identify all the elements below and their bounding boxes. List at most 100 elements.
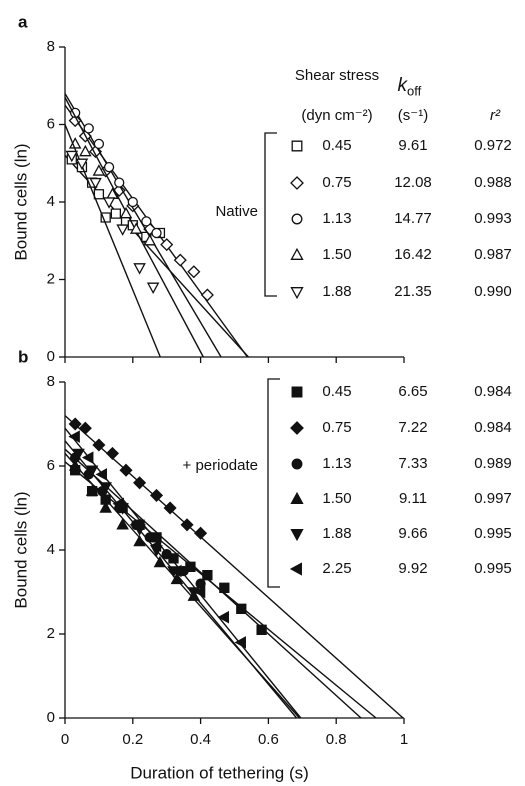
panel-label: b: [18, 347, 28, 366]
y-axis-label: Bound cells (ln): [11, 491, 30, 608]
table-koff: 6.65: [398, 383, 427, 400]
data-point: [133, 476, 147, 490]
data-point: [85, 465, 99, 477]
legend-marker: [291, 458, 303, 470]
legend-label: 1.13: [322, 210, 351, 227]
data-point: [187, 265, 201, 279]
table-header: (s⁻¹): [398, 107, 428, 124]
data-point: [202, 570, 213, 581]
y-tick-label: 6: [47, 457, 55, 474]
table-koff: 9.66: [398, 525, 427, 542]
fit-line: [64, 415, 404, 719]
data-point: [93, 138, 105, 150]
data-point: [256, 624, 267, 635]
table-header: Shear stress: [295, 67, 379, 84]
x-tick-label: 0.6: [258, 731, 279, 748]
data-point: [116, 224, 129, 236]
data-point: [146, 282, 160, 295]
data-point: [217, 610, 230, 624]
table-koff: 12.08: [394, 174, 432, 191]
table-r2: 0.989: [474, 455, 512, 472]
legend-marker: [290, 529, 304, 542]
y-tick-label: 0: [47, 348, 55, 365]
data-point: [173, 253, 187, 267]
data-point: [153, 555, 167, 568]
table-bracket: [264, 132, 277, 297]
y-tick-label: 4: [47, 541, 55, 558]
data-point: [112, 497, 124, 511]
data-point: [93, 189, 105, 200]
x-axis-label: Duration of tethering (s): [130, 763, 309, 782]
data-point: [170, 564, 182, 578]
data-point: [99, 501, 112, 513]
table-r2: 0.984: [474, 419, 512, 436]
data-point: [133, 534, 146, 547]
data-point: [89, 177, 102, 190]
data-point: [92, 438, 106, 452]
table-r2: 0.993: [474, 210, 512, 227]
legend-marker: [290, 287, 304, 300]
table-koff: 16.42: [394, 246, 432, 263]
table-r2: 0.984: [474, 383, 512, 400]
annotation: Native: [215, 203, 258, 220]
data-point: [129, 222, 143, 234]
legend-marker: [289, 562, 302, 576]
legend-label: 0.45: [322, 383, 351, 400]
legend-label: 1.50: [322, 490, 351, 507]
data-point: [105, 446, 120, 460]
y-tick-label: 8: [47, 373, 55, 390]
table-koff: 9.11: [399, 490, 427, 507]
data-point: [127, 196, 138, 208]
data-point: [79, 144, 92, 157]
data-point: [65, 150, 79, 163]
table-r2: 0.995: [474, 560, 512, 577]
x-tick-label: 1: [400, 731, 408, 748]
data-point: [78, 421, 92, 435]
table-header: r²: [490, 107, 501, 124]
data-point: [75, 158, 89, 171]
legend-marker: [290, 176, 304, 190]
data-point: [180, 518, 194, 532]
data-point: [103, 161, 115, 173]
data-point: [95, 468, 107, 481]
data-point: [149, 488, 164, 502]
table-r2: 0.972: [474, 137, 512, 154]
data-point: [151, 227, 162, 239]
table-r2: 0.995: [474, 525, 512, 542]
y-tick-label: 2: [47, 625, 55, 642]
data-point: [83, 123, 94, 134]
data-point: [143, 233, 157, 246]
data-point: [200, 288, 214, 302]
legend-marker: [290, 247, 304, 260]
table-koff: 7.22: [398, 419, 427, 436]
table-header: (dyn cm⁻²): [301, 107, 372, 124]
data-point: [160, 238, 174, 252]
y-axis-label: Bound cells (ln): [11, 143, 30, 260]
data-point: [116, 518, 129, 530]
y-tick-label: 2: [47, 270, 55, 287]
panel-label: a: [18, 12, 28, 31]
data-point: [163, 501, 177, 515]
fit-line: [64, 448, 362, 719]
table-header: off: [407, 83, 422, 98]
legend-label: 0.75: [322, 419, 351, 436]
x-tick-label: 0.4: [190, 731, 211, 748]
legend-label: 1.88: [322, 283, 351, 300]
data-point: [72, 448, 85, 461]
legend-marker: [290, 491, 304, 504]
data-point: [114, 177, 125, 188]
data-point: [119, 463, 133, 477]
data-point: [133, 263, 146, 275]
table-koff: 9.61: [398, 137, 427, 154]
data-point: [68, 417, 82, 431]
table-r2: 0.997: [474, 490, 512, 507]
data-point: [68, 430, 80, 443]
legend-marker: [291, 213, 303, 225]
legend-label: 0.75: [322, 174, 351, 191]
y-tick-label: 0: [47, 709, 55, 726]
data-point: [99, 482, 112, 494]
data-point: [110, 208, 121, 219]
y-tick-label: 4: [47, 193, 55, 210]
legend-marker: [290, 421, 304, 435]
